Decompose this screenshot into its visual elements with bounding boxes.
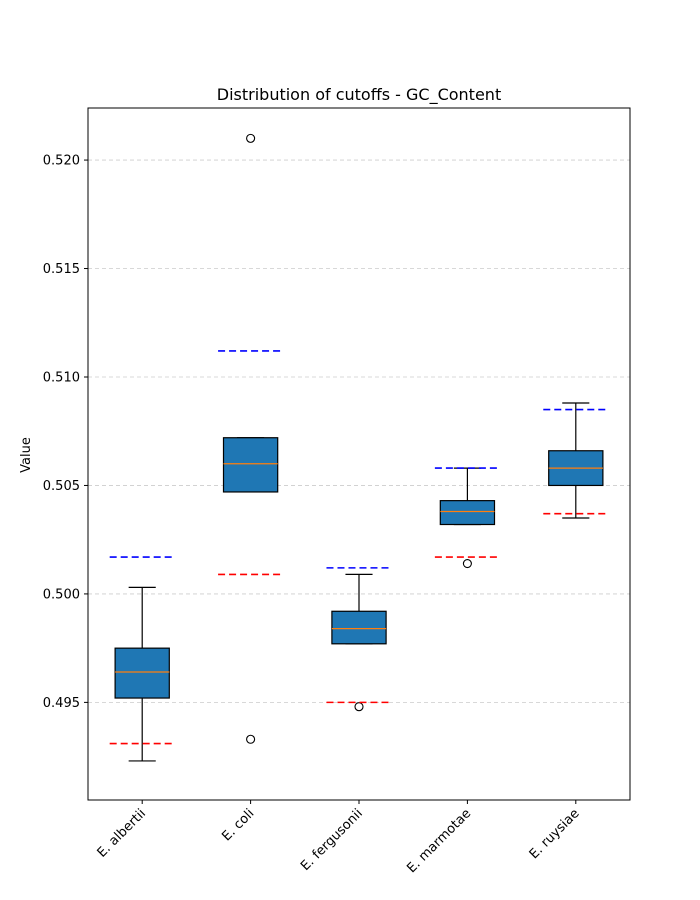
- iqr-box: [222, 437, 279, 493]
- plot-area: [109, 133, 609, 762]
- outlier-point: [354, 702, 364, 712]
- box-group: [109, 556, 175, 762]
- outlier-point: [462, 558, 472, 569]
- box-group: [434, 467, 500, 569]
- y-tick-label: 0.495: [43, 696, 80, 711]
- iqr-box: [331, 610, 387, 645]
- x-tick-label: E. marmotae: [404, 806, 474, 876]
- x-tick-label: E. albertii: [95, 806, 149, 860]
- x-tick-label: E. ruysiae: [527, 806, 583, 862]
- x-tick-label: E. coli: [219, 806, 257, 844]
- chart-title: Distribution of cutoffs - GC_Content: [217, 85, 501, 105]
- y-axis-label: Value: [19, 437, 34, 473]
- iqr-box: [439, 500, 496, 526]
- outlier-point: [246, 133, 256, 143]
- outlier-point: [246, 734, 256, 744]
- x-tick-label: E. fergusonii: [298, 806, 366, 874]
- y-tick-label: 0.505: [43, 479, 80, 494]
- axes: 0.495 0.500 0.505 0.510 0.515 0.520 E. alberti…: [43, 154, 583, 877]
- y-gridlines: [88, 159, 630, 703]
- box-group: [326, 567, 392, 712]
- y-tick-label: 0.510: [43, 370, 80, 385]
- y-tick-label: 0.515: [43, 262, 80, 277]
- box-group: [543, 402, 609, 519]
- y-tick-label: 0.500: [43, 587, 80, 602]
- y-tick-label: 0.520: [43, 154, 80, 169]
- box-group: [218, 133, 284, 744]
- iqr-box: [114, 647, 170, 699]
